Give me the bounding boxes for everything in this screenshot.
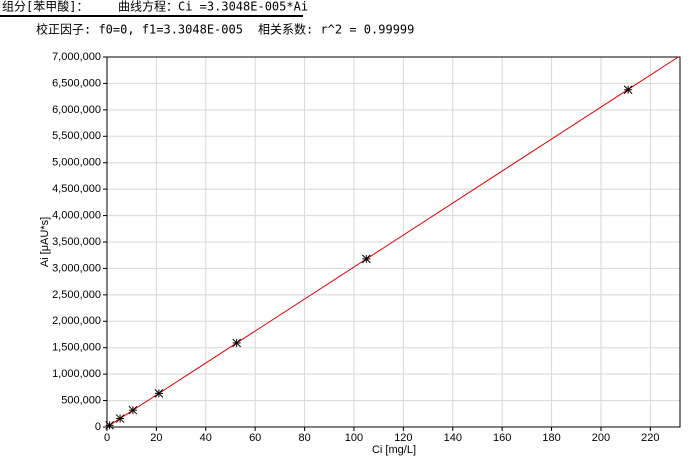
- point: [623, 85, 633, 95]
- x-tick-label: 20: [150, 432, 162, 444]
- y-tick-label: 5,500,000: [52, 130, 101, 142]
- point-stroke: [623, 85, 633, 95]
- x-tick-label: 40: [200, 432, 212, 444]
- fit-line: [106, 56, 679, 428]
- point-stroke: [154, 389, 164, 398]
- x-tick-label: 60: [249, 432, 261, 444]
- y-tick-label: 7,000,000: [52, 51, 101, 63]
- y-tick-label: 3,500,000: [52, 236, 101, 248]
- y-tick-label: 6,500,000: [52, 77, 101, 89]
- x-tick-label: 200: [592, 432, 610, 444]
- point-stroke: [128, 405, 138, 415]
- factors: 校正因子: f0=0, f1=3.3048E-005: [36, 22, 243, 37]
- point: [361, 254, 371, 264]
- y-tick-label: 500,000: [61, 394, 101, 406]
- y-tick-label: 3,000,000: [52, 262, 101, 274]
- y-tick-label: 2,000,000: [52, 315, 101, 327]
- point-stroke: [232, 338, 242, 348]
- point: [154, 389, 164, 398]
- component: 组分[苯甲酸]：: [2, 0, 88, 14]
- y-tick-label: 1,000,000: [52, 368, 101, 380]
- point: [105, 420, 114, 430]
- y-tick-label: 4,000,000: [52, 209, 101, 221]
- y-tick-label: 0: [95, 421, 101, 433]
- x-tick-label: 220: [641, 432, 659, 444]
- equation: 曲线方程：Ci =3.3048E-005*Ai: [118, 0, 308, 14]
- correlation: 相关系数: r^2 = 0.99999: [258, 22, 414, 37]
- x-tick-label: 80: [298, 432, 310, 444]
- y-tick-label: 5,000,000: [52, 157, 101, 169]
- point: [115, 414, 125, 423]
- x-tick-label: 100: [345, 432, 363, 444]
- x-tick-label: 140: [444, 432, 462, 444]
- point: [128, 405, 138, 415]
- point-stroke: [115, 414, 125, 423]
- x-tick-label: 160: [493, 432, 511, 444]
- point-stroke: [105, 420, 114, 430]
- x-tick-label: 180: [542, 432, 560, 444]
- point-stroke: [361, 254, 371, 264]
- point: [232, 338, 242, 348]
- y-tick-label: 4,500,000: [52, 183, 101, 195]
- y-tick-label: 1,500,000: [52, 342, 101, 354]
- x-tick-label: 0: [104, 432, 110, 444]
- plot-frame: [106, 56, 681, 428]
- x-tick-label: 120: [394, 432, 412, 444]
- y-axis-label: Ai [μAU*s]: [39, 217, 51, 267]
- y-tick-label: 2,500,000: [52, 289, 101, 301]
- y-tick-label: 6,000,000: [52, 104, 101, 116]
- x-axis-label: Ci [mg/L]: [372, 444, 416, 456]
